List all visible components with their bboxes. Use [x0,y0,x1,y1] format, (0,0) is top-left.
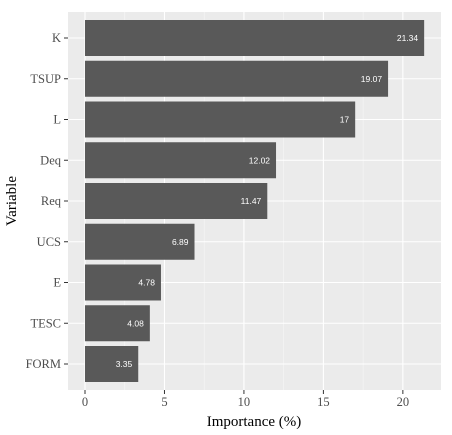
y-tick-label: E [53,276,61,290]
data-label: 21.34 [397,33,419,43]
y-tick-label: TSUP [30,72,61,86]
data-label: 12.02 [249,155,271,165]
y-axis: K TSUP L Deq Req UCS E TESC FORM [26,31,68,371]
y-tick-label: FORM [26,357,61,371]
bar-e [85,264,161,301]
bar-req [85,183,268,219]
x-axis: 0 5 10 15 20 [82,390,409,409]
y-tick-label: TESC [30,316,61,330]
data-label: 17 [340,115,350,125]
bar-l [85,101,356,138]
bar-ucs [85,223,195,260]
x-tick-label: 5 [161,395,167,409]
x-tick-label: 0 [82,395,88,409]
x-tick-label: 20 [397,395,410,409]
bar-tsup [85,60,389,97]
data-label: 11.47 [241,196,262,206]
y-tick-label: Deq [40,153,62,167]
bar-tesc [85,305,150,342]
y-axis-title: Variable [4,176,20,226]
bar-form [85,346,139,382]
y-tick-label: L [53,113,61,127]
x-tick-label: 10 [238,395,251,409]
y-tick-label: Req [41,194,62,208]
data-label: 6.89 [172,237,189,247]
x-tick-label: 15 [317,395,330,409]
bar-deq [85,142,277,179]
x-axis-title: Importance (%) [207,414,302,430]
data-labels: 21.34 19.07 17 12.02 11.47 6.89 4.78 4.08 3.35 [116,33,419,369]
bars [85,20,425,382]
data-label: 19.07 [361,74,383,84]
data-label: 4.78 [138,278,155,288]
bar-k [85,20,425,56]
y-tick-label: UCS [37,235,61,249]
data-label: 4.08 [127,318,144,328]
data-label: 3.35 [116,359,133,369]
y-tick-label: K [52,31,61,45]
